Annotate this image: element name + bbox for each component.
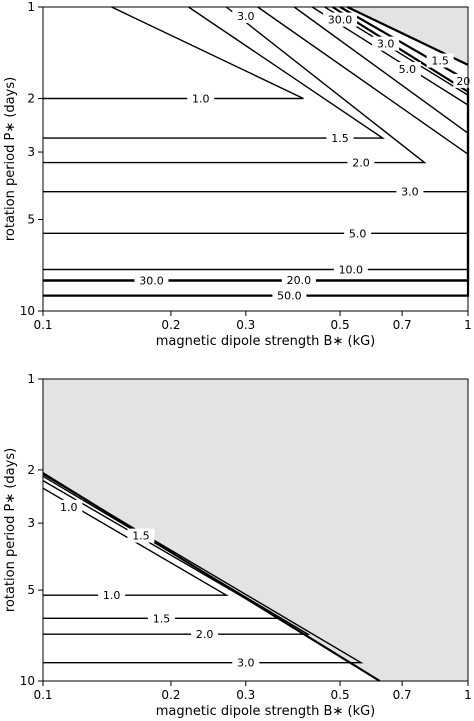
contour-line-2.0 [43, 6, 427, 164]
plot-frame [42, 378, 469, 682]
contour-line-1.0 [43, 6, 304, 100]
x-tick-label: 0.3 [236, 688, 255, 702]
contour-label: 1.5 [132, 530, 150, 543]
y-tick-label: 10 [20, 674, 35, 688]
contour-label: 20 [456, 75, 470, 88]
contour-label: 30.0 [328, 14, 353, 27]
contour-label: 1.5 [431, 55, 449, 68]
x-tick-label: 0.3 [236, 318, 255, 332]
contour-line-20.0 [43, 6, 469, 281]
contour-label-bg [134, 273, 169, 288]
y-tick-label: 5 [27, 212, 35, 226]
y-axis-label: rotation period P∗ (days) [3, 448, 18, 612]
contour-label-bg [147, 611, 175, 626]
contour-label-bg [127, 528, 155, 543]
y-tick-label: 2 [27, 92, 35, 106]
x-tick-label: 1 [464, 318, 472, 332]
x-tick-label: 0.7 [393, 688, 412, 702]
x-tick-label: 0.1 [33, 318, 52, 332]
y-tick-label: 3 [27, 516, 35, 530]
contour-label-bg [55, 499, 83, 514]
contour-label-bg [372, 36, 400, 51]
x-tick-label: 0.5 [331, 318, 350, 332]
y-tick-label: 1 [27, 372, 35, 386]
x-tick-label: 1 [464, 688, 472, 702]
contour-line-30.0 [43, 6, 470, 282]
contour-label: 50.0 [277, 290, 302, 303]
contour-label-bg [333, 262, 368, 277]
contour-label-bg [347, 155, 375, 170]
excluded-region [43, 379, 468, 681]
contour-label: 1.5 [153, 612, 171, 625]
contour-label-bg [344, 226, 372, 241]
contour-label: 20.0 [287, 274, 312, 287]
x-tick-label: 0.2 [161, 688, 180, 702]
y-tick-label: 1 [27, 0, 35, 14]
contour-line-1.5 [42, 479, 282, 619]
contour-label-bg [426, 53, 454, 68]
y-axis-label: rotation period P∗ (days) [3, 77, 18, 241]
contour-label-bg [396, 184, 424, 199]
contour-label: 1.0 [103, 589, 121, 602]
contour-label: 1.0 [192, 93, 210, 106]
contour-label: 5.0 [349, 227, 367, 240]
y-tick-label: 3 [27, 145, 35, 159]
top-contour-panel: 1.01.52.03.05.010.020.030.050.03.0 30.03.… [3, 0, 474, 349]
x-axis-label: magnetic dipole strength B∗ (kG) [156, 334, 376, 349]
contour-label: 30.0 [139, 275, 164, 288]
y-tick-label: 5 [27, 583, 35, 597]
contour-label-bg [191, 627, 219, 642]
y-tick-label: 2 [27, 463, 35, 477]
x-tick-label: 0.5 [331, 688, 350, 702]
contour-label-bg [393, 62, 421, 77]
contour-label-bg [232, 655, 260, 670]
contour-label: 2.0 [352, 157, 370, 170]
contour-label: 3.0 [401, 186, 419, 199]
x-tick-label: 0.7 [393, 318, 412, 332]
x-axis-label: magnetic dipole strength B∗ (kG) [156, 704, 376, 719]
contour-label-bg [232, 8, 260, 23]
contour-label-bg [98, 588, 126, 603]
plot-frame [42, 6, 469, 312]
contour-line-1.5 [43, 6, 385, 139]
contour-label: 2.0 [196, 628, 214, 641]
contour-line-5.0 [43, 6, 469, 235]
contour-label-bg [326, 131, 354, 146]
contour-label: 3.0 [237, 657, 255, 670]
contour-label-bg [323, 12, 358, 27]
contour-label: 1.5 [331, 132, 349, 145]
contour-label: 5.0 [399, 63, 417, 76]
contour-label-bg [281, 272, 316, 287]
contour-label-bg [272, 288, 307, 303]
contour-label: 10.0 [339, 263, 364, 276]
contour-label: 3.0 [377, 38, 395, 51]
contour-label: 1.0 [60, 501, 78, 514]
y-tick-label: 10 [20, 304, 35, 318]
bottom-contour-panel: 1.0 1.5 2.0 3.0 1.0 1.5 0.1 0.2 0.3 0.5 0.7 1 1 2 3 5 10… [3, 372, 472, 719]
contour-line-50.0 [43, 6, 470, 297]
contour-label-bg [187, 91, 215, 106]
x-tick-label: 0.1 [33, 688, 52, 702]
contour-label: 3.0 [237, 10, 255, 23]
x-tick-label: 0.2 [161, 318, 180, 332]
